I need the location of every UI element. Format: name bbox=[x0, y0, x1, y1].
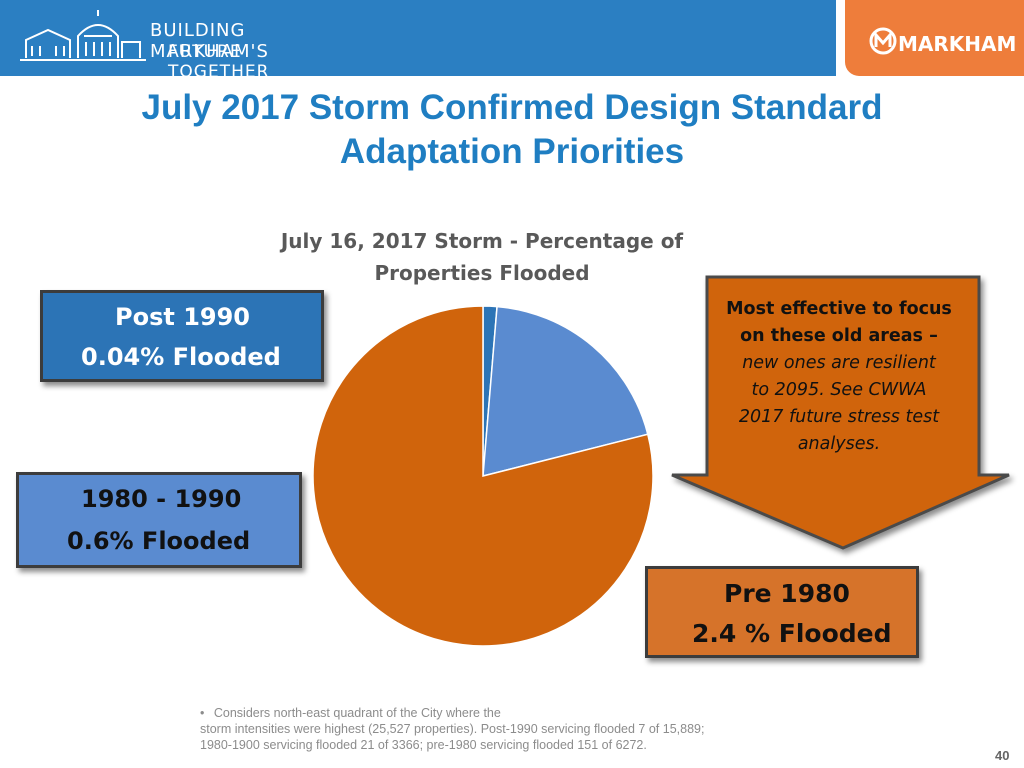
building-markhams-future-logo: BUILDING MARKHAM'S FUTURE TOGETHER bbox=[18, 6, 348, 82]
footnote-line-1: Considers north-east quadrant of the Cit… bbox=[213, 706, 501, 720]
footnote-line-3: 1980-1900 servicing flooded 21 of 3366; … bbox=[200, 738, 647, 752]
chart-title-line-1: July 16, 2017 Storm - Percentage of bbox=[279, 229, 684, 253]
footnote-line-2: storm intensities were highest (25,527 p… bbox=[200, 722, 705, 736]
callout-pre-1980-label: Pre 1980 bbox=[724, 579, 850, 608]
brand-line-1: BUILDING MARKHAM'S bbox=[150, 20, 269, 62]
focus-text-line-4: to 2095. See CWWA bbox=[751, 380, 927, 400]
slide-title: July 2017 Storm Confirmed Design Standar… bbox=[0, 86, 1024, 174]
footnote: • Considers north-east quadrant of the C… bbox=[200, 705, 840, 753]
markham-wordmark: MARKHAM bbox=[898, 32, 1017, 56]
focus-text-line-5: 2017 future stress test bbox=[738, 407, 940, 427]
focus-arrow-callout bbox=[671, 275, 1010, 550]
callout-pre-1980-value: 2.4 % Flooded bbox=[692, 619, 892, 648]
focus-text-line-3: new ones are resilient bbox=[742, 353, 936, 373]
pie-slice-1980-1990 bbox=[482, 305, 649, 477]
callout-1980-1990-value: 0.6% Flooded bbox=[67, 527, 251, 555]
pie-slices bbox=[312, 305, 654, 647]
callout-1980-1990-label: 1980 - 1990 bbox=[81, 485, 242, 513]
header-banner bbox=[0, 0, 836, 76]
callout-post-1990-label: Post 1990 bbox=[115, 303, 250, 331]
focus-text-line-2: on these old areas – bbox=[740, 326, 938, 346]
focus-text-line-1: Most effective to focus bbox=[726, 299, 952, 319]
chart-title-line-2: Properties Flooded bbox=[374, 261, 589, 285]
callout-post-1990-value: 0.04% Flooded bbox=[81, 343, 281, 371]
slide-title-line-2: Adaptation Priorities bbox=[339, 132, 685, 171]
brand-line-2: FUTURE TOGETHER bbox=[168, 42, 270, 82]
focus-arrow-text: Most effective to focus on these old are… bbox=[716, 296, 962, 458]
slide-number: 40 bbox=[995, 748, 1010, 763]
callout-1980-1990: 1980 - 1990 0.6% Flooded bbox=[16, 472, 302, 568]
markham-logo: MARKHAM bbox=[868, 24, 1016, 64]
callout-pre-1980: Pre 1980 2.4 % Flooded bbox=[645, 566, 919, 658]
pie-slice-pre-1980 bbox=[312, 305, 654, 647]
callout-post-1990: Post 1990 0.04% Flooded bbox=[40, 290, 324, 382]
slide-title-line-1: July 2017 Storm Confirmed Design Standar… bbox=[141, 88, 883, 127]
markham-m-icon bbox=[869, 27, 897, 55]
city-hall-icon bbox=[20, 10, 146, 61]
focus-text-line-6: analyses. bbox=[797, 434, 881, 454]
footnote-bullet: • bbox=[200, 706, 205, 720]
